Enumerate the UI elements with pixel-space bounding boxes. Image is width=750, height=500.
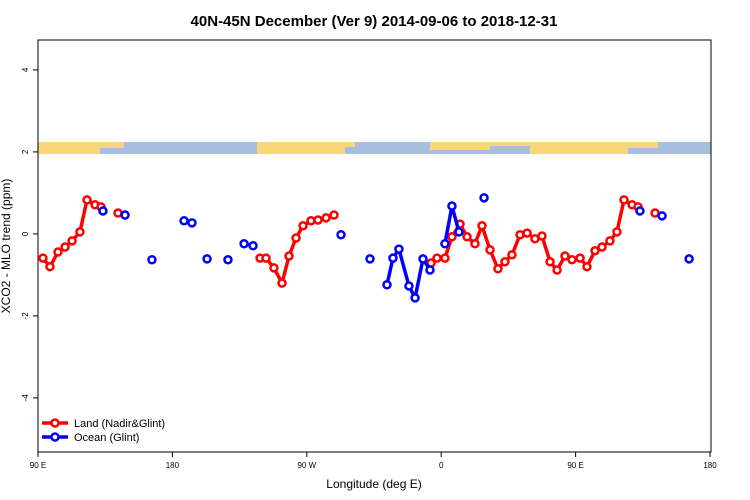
data-point xyxy=(470,238,480,249)
data-point xyxy=(291,233,301,243)
data-point xyxy=(313,215,323,225)
data-point xyxy=(560,251,570,261)
data-point xyxy=(545,257,555,267)
data-point xyxy=(440,253,450,263)
data-point xyxy=(60,242,70,252)
data-point xyxy=(394,244,404,254)
x-tick-label: 0 xyxy=(439,461,444,470)
data-point xyxy=(507,250,517,260)
data-point xyxy=(336,229,346,240)
y-tick-label: -2 xyxy=(21,312,30,320)
data-point xyxy=(239,238,249,249)
data-point xyxy=(418,254,428,264)
data-point xyxy=(582,261,592,272)
data-point xyxy=(404,281,414,291)
x-axis-label: Longitude (deg E) xyxy=(326,477,421,491)
series-line xyxy=(260,213,335,285)
data-point xyxy=(75,227,85,237)
data-point xyxy=(522,228,532,238)
data-point xyxy=(567,254,577,265)
y-tick-label: -4 xyxy=(21,394,30,402)
chart-title: 40N-45N December (Ver 9) 2014-09-06 to 2… xyxy=(191,13,558,30)
data-point xyxy=(261,253,271,263)
data-point xyxy=(575,253,585,263)
plot-frame xyxy=(37,39,712,453)
data-point xyxy=(67,236,77,246)
data-point xyxy=(298,220,308,231)
data-point xyxy=(447,201,457,211)
data-point xyxy=(684,254,694,264)
data-point xyxy=(410,293,420,303)
data-point xyxy=(202,254,212,264)
data-point xyxy=(479,193,489,203)
data-point xyxy=(597,242,607,252)
data-point xyxy=(454,227,464,237)
data-point xyxy=(552,265,562,275)
x-tick-label: 90 E xyxy=(567,461,583,470)
x-tick-label: 90 E xyxy=(30,461,46,470)
data-point xyxy=(485,245,495,255)
data-point xyxy=(147,254,157,265)
legend-marker xyxy=(50,432,60,442)
data-point xyxy=(388,253,398,263)
y-axis-label: XCO2 - MLO trend (ppm) xyxy=(0,179,13,314)
y-tick-label: 4 xyxy=(21,67,30,72)
data-point xyxy=(248,241,258,251)
map-strip xyxy=(38,142,711,154)
series-line xyxy=(41,198,102,269)
data-point xyxy=(635,206,645,216)
data-point xyxy=(605,236,615,246)
data-point xyxy=(269,263,279,273)
data-point xyxy=(98,206,108,216)
data-point xyxy=(612,227,622,237)
data-point xyxy=(425,265,435,275)
data-point xyxy=(365,254,375,264)
data-point xyxy=(382,279,392,290)
data-point xyxy=(120,210,130,220)
data-point xyxy=(187,218,197,228)
data-point xyxy=(321,213,331,223)
data-point xyxy=(284,251,294,261)
data-point xyxy=(447,232,457,242)
data-point xyxy=(329,210,339,220)
data-point xyxy=(477,220,487,231)
data-point xyxy=(82,195,92,205)
legend-label: Land (Nadir&Glint) xyxy=(74,418,165,430)
data-point xyxy=(500,257,510,267)
data-point xyxy=(223,254,233,265)
data-point xyxy=(277,278,287,288)
data-point xyxy=(53,247,63,257)
y-tick-label: 0 xyxy=(21,231,30,236)
x-tick-label: 180 xyxy=(703,461,717,470)
data-point xyxy=(432,253,442,263)
data-point xyxy=(440,238,450,249)
legend-marker xyxy=(50,418,60,428)
data-point xyxy=(537,231,547,241)
data-point xyxy=(590,245,600,256)
x-tick-label: 180 xyxy=(166,461,180,470)
data-point xyxy=(657,211,667,221)
x-tick-label: 90 W xyxy=(297,461,316,470)
data-point xyxy=(493,264,503,274)
data-point xyxy=(45,261,55,272)
data-point xyxy=(462,232,472,242)
y-tick-label: 2 xyxy=(21,149,30,154)
legend-label: Ocean (Glint) xyxy=(74,432,139,444)
data-point xyxy=(38,253,48,263)
data-point xyxy=(179,216,189,226)
data-point xyxy=(619,195,629,205)
